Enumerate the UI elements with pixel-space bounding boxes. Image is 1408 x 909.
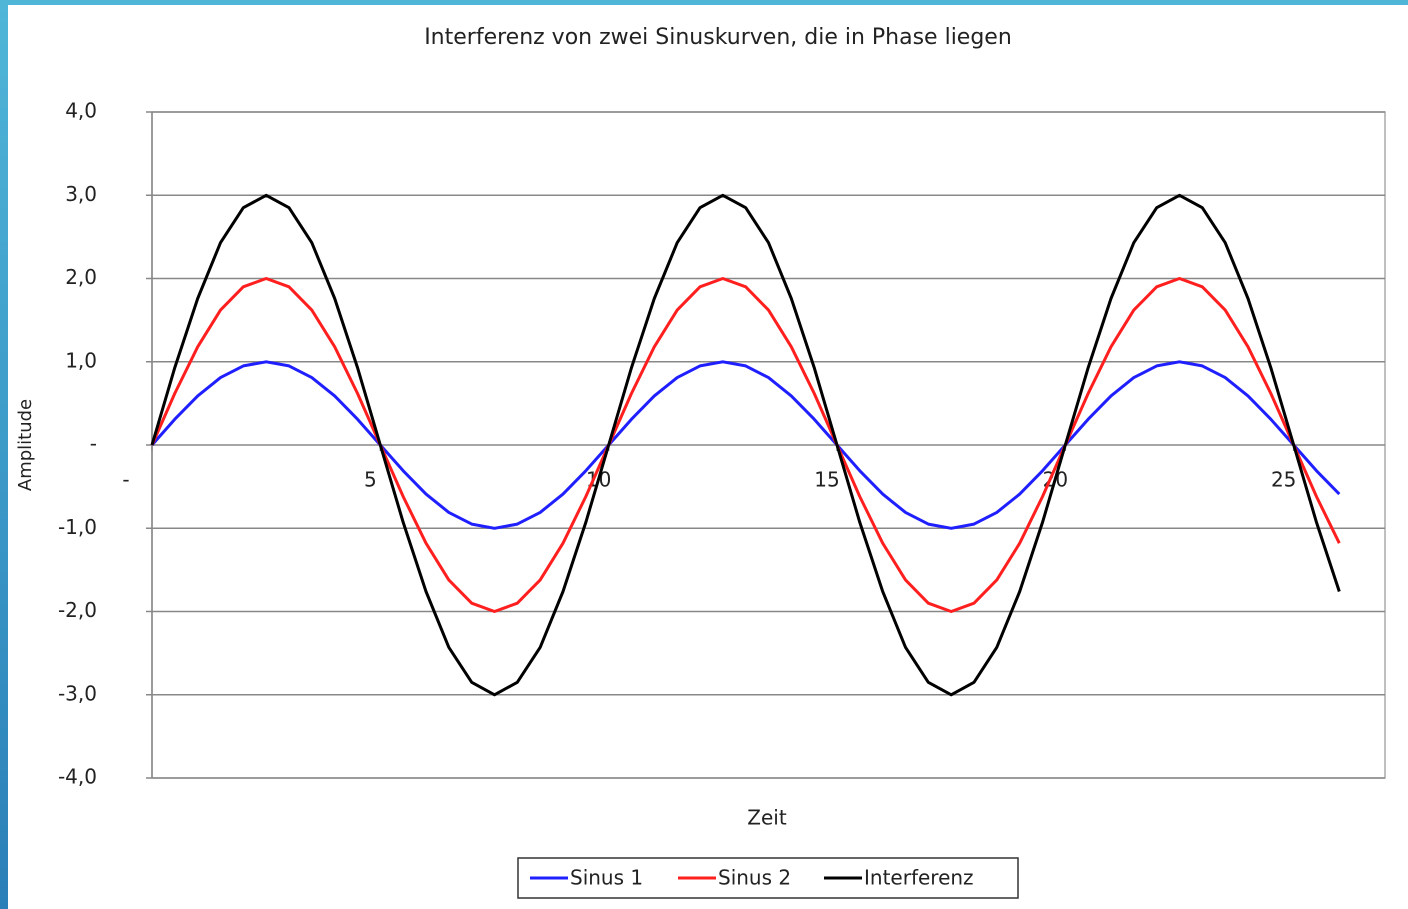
y-axis-label: Amplitude: [15, 399, 36, 491]
y-tick-label: 4,0: [65, 99, 97, 123]
series-line: [150, 360, 1341, 530]
legend-label: Interferenz: [864, 866, 974, 890]
y-tick-label: 1,0: [65, 348, 97, 372]
x-axis-label: Zeit: [747, 806, 787, 830]
legend-label: Sinus 2: [718, 866, 791, 890]
y-tick-label: 2,0: [65, 265, 97, 289]
y-tick-label: 3,0: [65, 182, 97, 206]
x-tick-label: 25: [1271, 468, 1296, 492]
y-tick-label: -3,0: [58, 681, 97, 705]
y-tick-label: -1,0: [58, 515, 97, 539]
y-tick-label: -: [90, 432, 97, 456]
legend-box: [517, 857, 1019, 899]
legend-label: Sinus 1: [570, 866, 643, 890]
series-line: [150, 277, 1341, 613]
chart-title: Interferenz von zwei Sinuskurven, die in…: [424, 25, 1012, 50]
y-tick-label: -2,0: [58, 598, 97, 622]
x-tick-label: -: [122, 468, 129, 492]
x-tick-label: 15: [814, 468, 839, 492]
x-tick-label: 5: [364, 468, 377, 492]
series-line: [150, 193, 1341, 697]
y-tick-label: -4,0: [58, 765, 97, 789]
